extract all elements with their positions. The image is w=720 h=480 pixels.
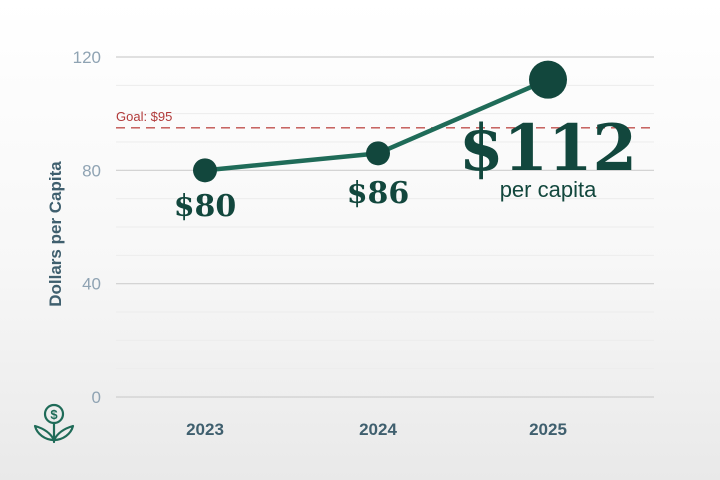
data-label-2023: $80 — [174, 189, 237, 224]
data-point-2024 — [366, 141, 390, 166]
data-point-2023 — [193, 158, 217, 183]
x-tick-label: 2025 — [529, 420, 567, 439]
data-points — [193, 60, 567, 183]
goal-label: Goal: $95 — [116, 109, 172, 124]
x-axis-labels: 2023 2024 2025 — [186, 420, 567, 439]
data-point-2025 — [529, 60, 567, 99]
money-plant-icon: $ — [33, 403, 75, 444]
y-axis-ticks: 0 40 80 120 — [73, 48, 101, 407]
data-label-2025: $112 — [459, 111, 637, 186]
y-tick-label: 0 — [92, 388, 101, 407]
y-axis-title: Dollars per Capita — [46, 161, 65, 307]
y-tick-label: 120 — [73, 48, 101, 67]
grid — [116, 56, 654, 398]
x-tick-label: 2023 — [186, 420, 224, 439]
y-tick-label: 40 — [82, 275, 101, 294]
highlight-sublabel: per capita — [500, 177, 597, 202]
svg-text:$: $ — [50, 407, 58, 422]
goal-group: Goal: $95 — [116, 109, 654, 129]
y-tick-label: 80 — [82, 161, 101, 180]
x-tick-label: 2024 — [359, 420, 397, 439]
data-label-2024: $86 — [347, 176, 410, 211]
